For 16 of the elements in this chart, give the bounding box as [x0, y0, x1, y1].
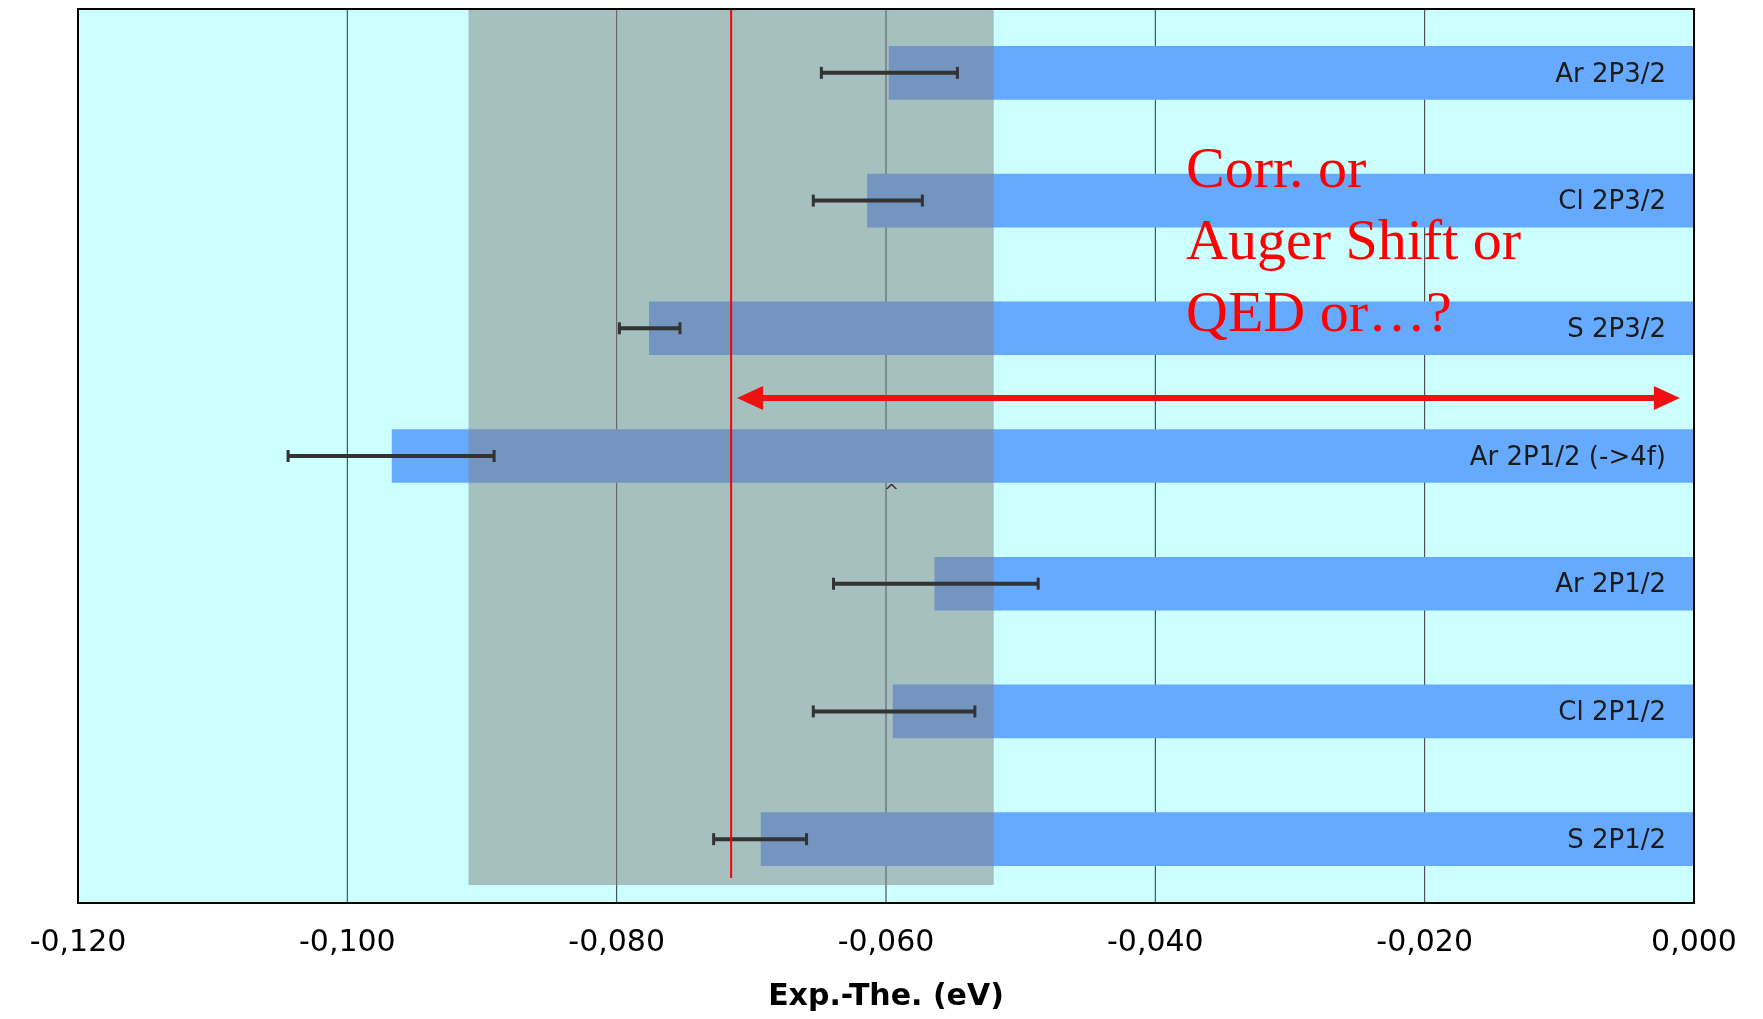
x-tick-label: -0,100 — [298, 922, 396, 958]
y-tick-label: Cl 2P1/2 — [1558, 696, 1666, 727]
y-tick-label: S 2P3/2 — [1567, 313, 1666, 344]
x-tick-label: -0,080 — [568, 922, 666, 958]
x-tick-label: -0,020 — [1376, 922, 1474, 958]
y-tick-label: S 2P1/2 — [1567, 823, 1666, 854]
annotation: ^ — [884, 480, 900, 501]
x-tick-label: -0,120 — [29, 922, 127, 958]
y-tick-label: Ar 2P1/2 (->4f) — [1469, 440, 1666, 471]
x-tick-label: 0,000 — [1651, 922, 1737, 958]
x-tick-label: -0,060 — [837, 922, 935, 958]
x-tick-label: -0,040 — [1106, 922, 1204, 958]
y-tick-label: Cl 2P3/2 — [1558, 185, 1666, 216]
y-tick-label: Ar 2P1/2 — [1555, 568, 1666, 599]
y-tick-label: Ar 2P3/2 — [1555, 57, 1666, 88]
x-axis-title: Exp.-The. (eV) — [768, 976, 1004, 1012]
